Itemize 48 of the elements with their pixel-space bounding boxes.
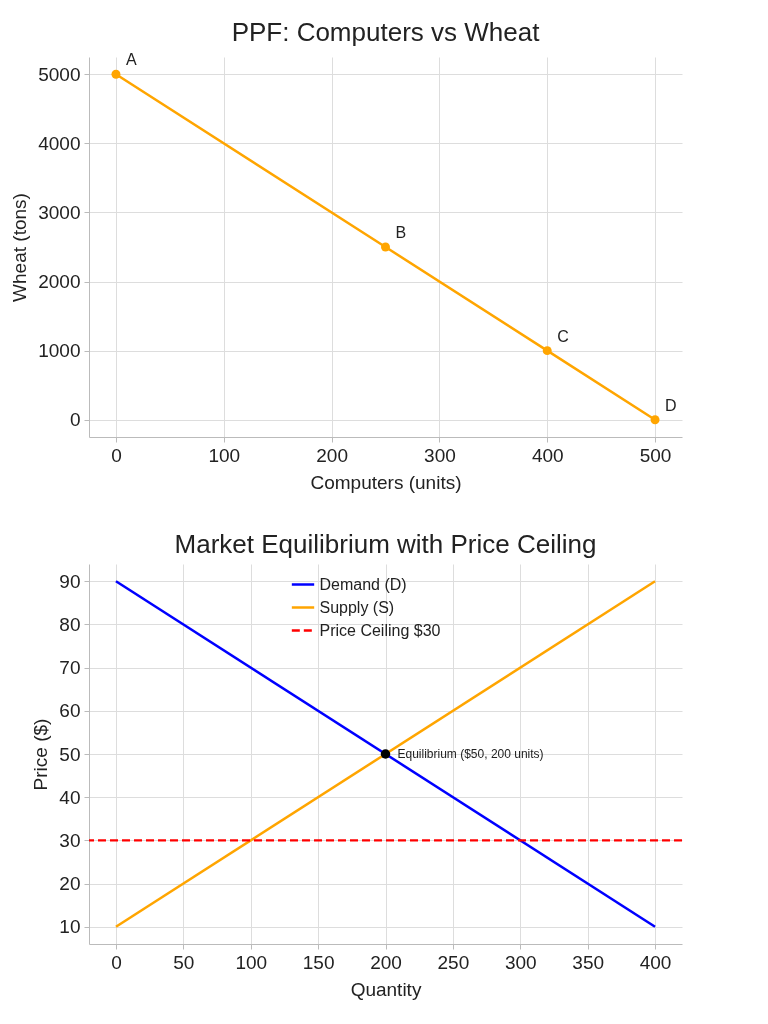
y-axis-title: Price ($)	[30, 718, 52, 791]
x-tick-label: 150	[302, 951, 335, 973]
annotation: Equilibrium ($50, 200 units)	[397, 747, 544, 761]
x-tick-label: 300	[424, 444, 456, 466]
chart-title: Market Equilibrium with Price Ceiling	[174, 529, 597, 559]
y-axis-title: Wheat (tons)	[9, 193, 31, 302]
x-axis-title: Computers (units)	[310, 471, 462, 493]
y-tick-label: 1000	[38, 340, 81, 362]
y-tick-label: 30	[59, 829, 81, 851]
y-tick-label: 70	[59, 657, 81, 679]
x-axis-title: Quantity	[350, 978, 422, 1000]
x-tick-label: 300	[504, 951, 537, 973]
point	[381, 242, 390, 252]
legend-label: Supply (S)	[319, 598, 395, 616]
y-tick-label: 80	[59, 613, 81, 635]
x-tick-label: 100	[208, 444, 241, 466]
legend-label: Price Ceiling $30	[319, 621, 441, 639]
x-tick-label: 400	[639, 951, 672, 973]
y-tick-label: 3000	[38, 201, 81, 223]
y-tick-label: 0	[69, 409, 81, 431]
y-tick-label: 90	[59, 570, 81, 592]
annotation: C	[557, 327, 569, 345]
x-tick-label: 0	[111, 444, 122, 466]
x-tick-label: 350	[572, 951, 605, 973]
y-tick-label: 20	[59, 873, 81, 895]
x-tick-label: 400	[531, 444, 564, 466]
x-tick-label: 100	[235, 951, 268, 973]
point	[111, 69, 121, 79]
annotation: B	[395, 224, 407, 241]
y-tick-label: 4000	[38, 132, 81, 154]
x-tick-label: 200	[370, 951, 402, 973]
point	[650, 415, 660, 425]
x-tick-label: 50	[173, 951, 195, 973]
legend-label: Demand (D)	[319, 575, 407, 593]
x-tick-label: 500	[639, 444, 672, 466]
point	[542, 346, 552, 356]
x-tick-label: 250	[437, 951, 470, 973]
y-tick-label: 40	[59, 786, 81, 808]
x-tick-label: 0	[111, 951, 122, 973]
y-tick-label: 2000	[38, 271, 81, 293]
annotation: A	[125, 51, 137, 69]
y-tick-label: 10	[59, 916, 81, 938]
x-tick-label: 200	[316, 444, 348, 466]
y-tick-label: 60	[59, 700, 81, 722]
y-tick-label: 50	[59, 743, 81, 765]
annotation: D	[665, 396, 677, 414]
y-tick-label: 5000	[38, 63, 81, 85]
chart-title: PPF: Computers vs Wheat	[231, 17, 541, 48]
